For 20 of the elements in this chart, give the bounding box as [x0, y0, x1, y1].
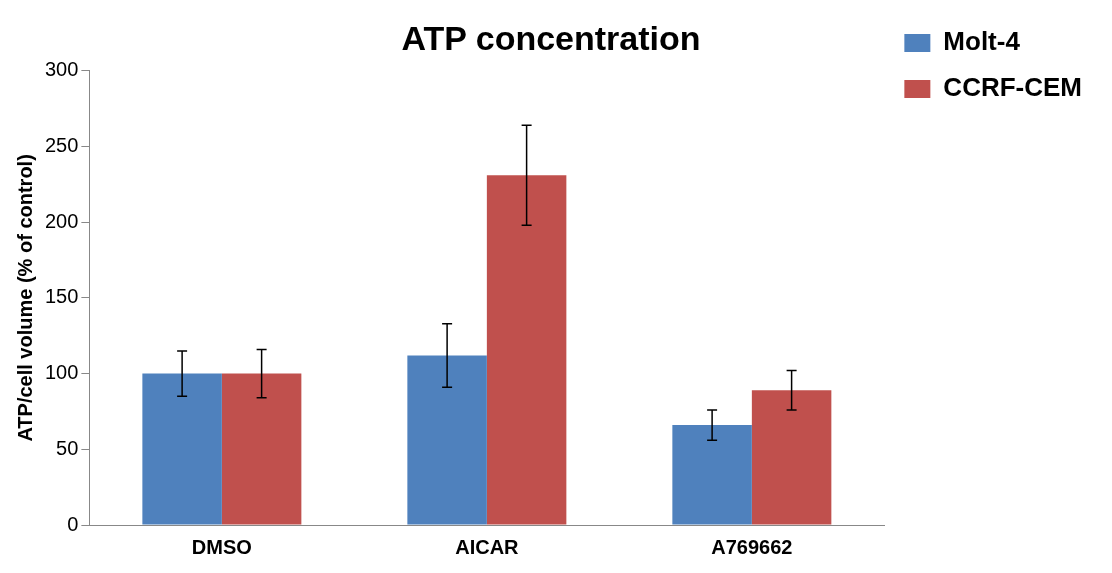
y-tick-label: 0	[67, 512, 79, 535]
legend-label: Molt-4	[943, 26, 1021, 57]
y-tick-label: 200	[44, 209, 79, 232]
bar	[142, 373, 222, 525]
y-tick-label: 300	[44, 58, 79, 81]
bar	[407, 355, 487, 525]
legend-label: CCRF-CEM	[943, 72, 1083, 103]
y-tick-label: 50	[56, 436, 79, 459]
y-axis-title: ATP/cell volume (% of control)	[13, 154, 36, 442]
bar	[672, 425, 752, 525]
bar	[486, 175, 567, 525]
y-tick-label: 150	[44, 285, 79, 308]
bar	[221, 373, 302, 525]
chart-title: ATP concentration	[401, 18, 701, 57]
x-tick-label: AICAR	[455, 535, 520, 558]
y-tick-label: 250	[44, 134, 79, 157]
bar	[751, 390, 832, 525]
y-tick-label: 100	[44, 361, 79, 384]
x-tick-label: A769662	[711, 535, 793, 558]
x-tick-label: DMSO	[191, 535, 252, 558]
